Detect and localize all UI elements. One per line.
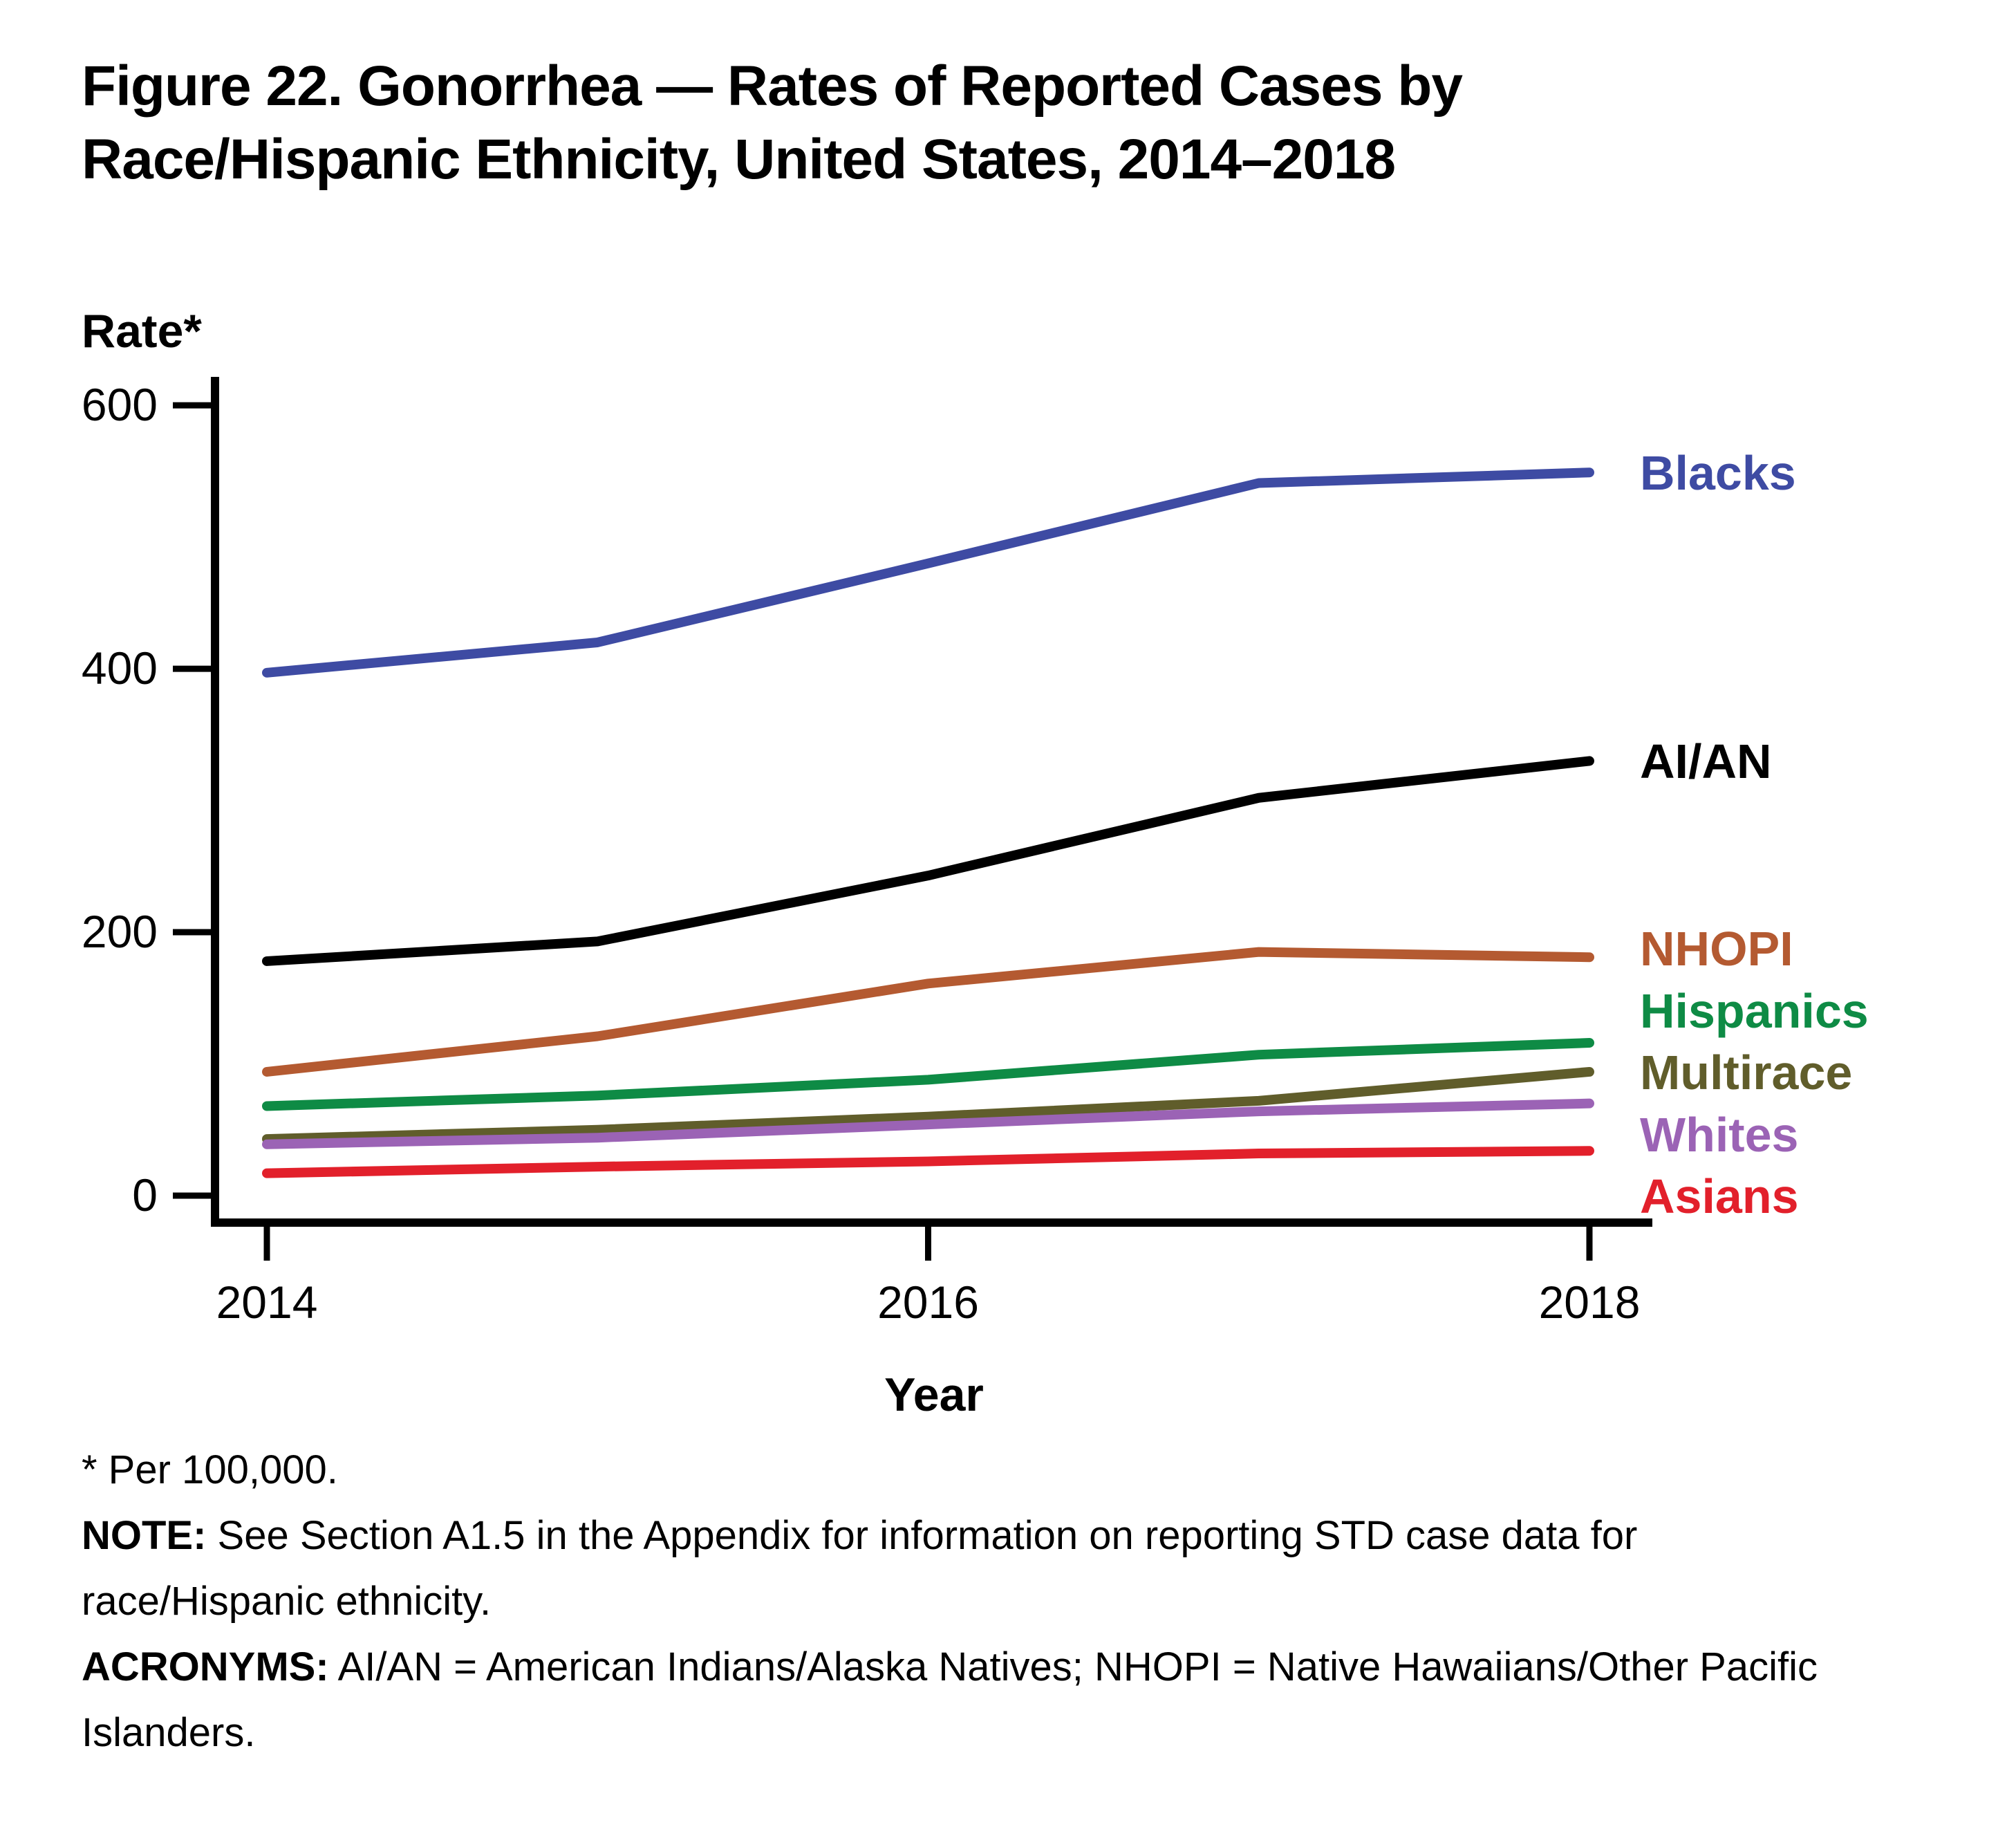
series-line-asians <box>262 1146 1594 1178</box>
series-label-ai-an: AI/AN <box>1640 734 1772 788</box>
x-axis-tick-label-2014: 2014 <box>216 1277 318 1328</box>
series-label-hispanics: Hispanics <box>1640 984 1869 1038</box>
x-axis-tick-label-2018: 2018 <box>1539 1277 1641 1328</box>
y-axis-tick-label-400: 400 <box>82 642 158 694</box>
y-axis-tick-label-200: 200 <box>82 906 158 957</box>
footnote-acronyms-label: ACRONYMS: <box>82 1644 329 1689</box>
series-label-nhopi: NHOPI <box>1640 922 1793 976</box>
series-line-multirace <box>262 1066 1594 1144</box>
series-label-multirace: Multirace <box>1640 1046 1852 1100</box>
series-line-nhopi <box>262 947 1594 1077</box>
footnote-note-text: See Section A1.5 in the Appendix for inf… <box>82 1513 1638 1624</box>
series-label-blacks: Blacks <box>1640 446 1796 500</box>
y-axis-tick-label-0: 0 <box>132 1169 158 1221</box>
x-axis-title: Year <box>884 1369 984 1421</box>
series-line-ai-an <box>262 756 1594 966</box>
footnote-acronyms: ACRONYMS: AI/AN = American Indians/Alask… <box>82 1634 1824 1765</box>
footnote-note-label: NOTE: <box>82 1513 207 1558</box>
footnotes: * Per 100,000. NOTE: See Section A1.5 in… <box>82 1437 1824 1765</box>
figure-title-line1: Figure 22. Gonorrhea — Rates of Reported… <box>82 55 1463 118</box>
figure-title-line2: Race/Hispanic Ethnicity, United States, … <box>82 128 1396 191</box>
series-line-hispanics <box>262 1038 1594 1111</box>
axes <box>211 377 1652 1227</box>
series-label-whites: Whites <box>1640 1108 1798 1162</box>
figure-title: Figure 22. Gonorrhea — Rates of Reported… <box>82 50 1463 196</box>
x-axis-tick-label-2016: 2016 <box>877 1277 979 1328</box>
footnote-note: NOTE: See Section A1.5 in the Appendix f… <box>82 1503 1824 1634</box>
series-label-asians: Asians <box>1640 1169 1799 1223</box>
footnote-per-100000: * Per 100,000. <box>82 1447 338 1492</box>
series-line-whites <box>262 1098 1594 1149</box>
y-axis-tick-label-600: 600 <box>82 379 158 430</box>
y-axis-title: Rate* <box>82 305 202 358</box>
series-line-blacks <box>262 467 1594 678</box>
footnote-acronyms-text: AI/AN = American Indians/Alaska Natives;… <box>82 1644 1818 1755</box>
